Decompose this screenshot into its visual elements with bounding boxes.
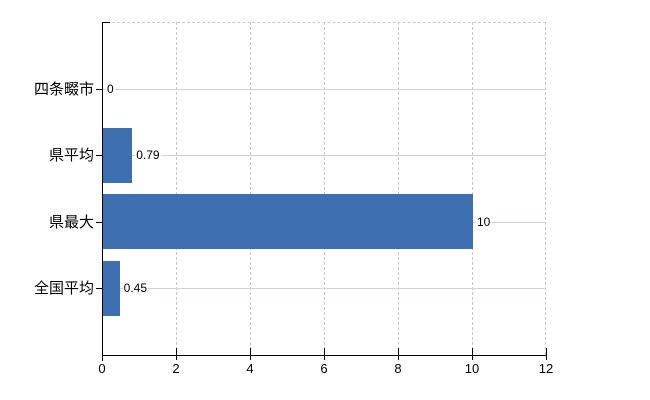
category-label: 四条畷市 (33, 80, 94, 98)
v-gridline (472, 22, 473, 355)
x-tick-label: 4 (246, 361, 254, 376)
x-tick (176, 348, 177, 360)
x-tick (472, 348, 473, 360)
x-tick-label: 12 (538, 361, 554, 376)
bar-value-label: 0 (106, 80, 115, 97)
x-tick-label: 6 (320, 361, 328, 376)
category-tick (96, 288, 102, 290)
category-label: 県最大 (48, 213, 94, 231)
category-tick (96, 88, 102, 90)
bar (103, 260, 120, 316)
v-gridline (324, 22, 325, 355)
category-label: 全国平均 (33, 280, 94, 298)
h-gridline (102, 288, 546, 290)
x-tick (398, 348, 399, 360)
category-tick (96, 155, 102, 157)
bar (103, 194, 473, 250)
x-tick (102, 348, 103, 360)
bar-value-label: 10 (476, 213, 492, 230)
category-tick (96, 221, 102, 223)
h-gridline (102, 88, 546, 90)
y-axis-top-tick (102, 22, 110, 23)
v-gridline (250, 22, 251, 355)
bar-value-label: 0.79 (135, 147, 161, 164)
category-label: 県平均 (48, 147, 94, 165)
bar-value-label: 0.45 (122, 280, 148, 297)
x-tick-label: 10 (464, 361, 480, 376)
h-gridline (102, 155, 546, 157)
x-tick-label: 0 (98, 361, 106, 376)
v-gridline (398, 22, 399, 355)
x-tick (546, 348, 547, 360)
x-tick-label: 8 (394, 361, 402, 376)
x-tick-label: 2 (172, 361, 180, 376)
v-gridline (176, 22, 177, 355)
x-tick (324, 348, 325, 360)
x-tick (250, 348, 251, 360)
y-axis-line (102, 22, 103, 361)
bar (103, 127, 133, 183)
